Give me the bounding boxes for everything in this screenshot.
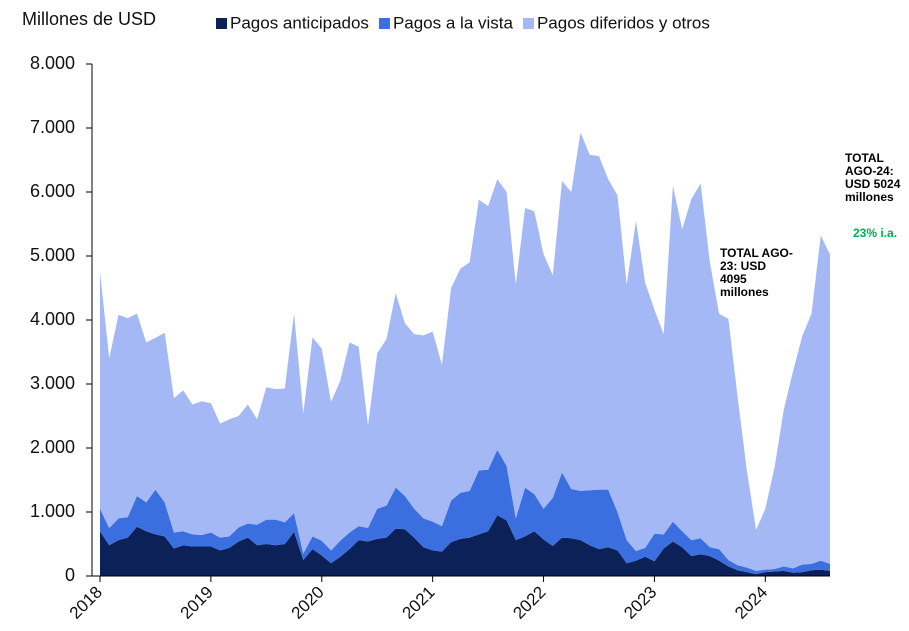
legend-swatch [522,18,534,29]
y-tick-label: 8.000 [30,53,75,73]
legend-label: Pagos diferidos y otros [537,13,710,32]
legend-swatch [378,18,390,29]
annotation: 23% i.a. [853,226,898,240]
legend-label: Pagos anticipados [230,13,369,32]
annotation: TOTAL AGO-23: USD 4095 millones [720,246,793,299]
x-tick-label: 2022 [509,583,549,623]
y-tick-label: 5.000 [30,245,75,265]
y-tick-label: 6.000 [30,181,75,201]
x-tick-label: 2021 [398,583,438,623]
y-tick-label: 0 [65,565,75,585]
area [100,515,830,576]
y-tick-label: 3.000 [30,373,75,393]
y-tick-label: 1.000 [30,501,75,521]
legend-label: Pagos a la vista [393,13,514,32]
y-axis-label: Millones de USD [22,9,156,29]
y-tick-label: 2.000 [30,437,75,457]
area [100,449,830,575]
x-tick-label: 2020 [288,583,328,623]
x-tick-label: 2024 [731,583,771,623]
annotation: TOTAL AGO-24: USD 5024 millones [845,151,901,204]
area [100,132,830,571]
x-tick-label: 2023 [620,583,660,623]
y-tick-label: 7.000 [30,117,75,137]
y-tick-label: 4.000 [30,309,75,329]
x-tick-label: 2019 [177,583,217,623]
x-tick-label: 2018 [66,583,106,623]
legend-swatch [216,18,227,29]
